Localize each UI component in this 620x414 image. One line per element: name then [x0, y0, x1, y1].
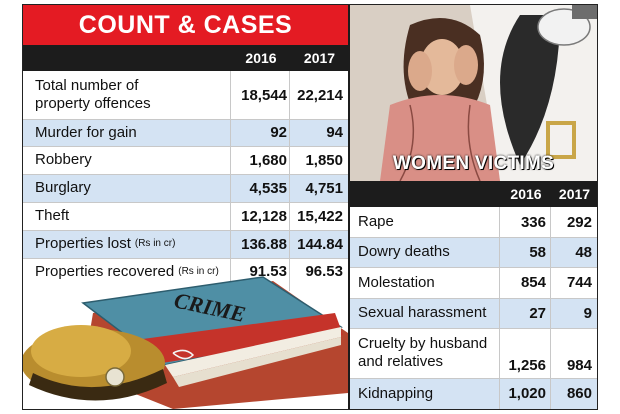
row-label: Robbery: [35, 146, 92, 174]
value-2016: 58: [500, 237, 546, 267]
value-2016: 1,256: [500, 328, 546, 378]
value-2016: 92: [231, 119, 287, 146]
sleeve-shape: [572, 5, 597, 19]
year-2016-header: 2016: [231, 50, 291, 66]
value-2016: 136.88: [231, 230, 287, 258]
row-divider: [23, 146, 348, 147]
row-divider: [23, 202, 348, 203]
table-row-kidnapping: Kidnapping 1,020 860: [350, 378, 597, 409]
row-divider: [23, 174, 348, 175]
row-label: Theft: [35, 202, 69, 230]
row-label-cont: and relatives: [358, 353, 443, 370]
value-2017: 144.84: [291, 230, 343, 258]
table-row-molestation: Molestation 854 744: [350, 267, 597, 298]
row-label: Properties lost: [35, 235, 131, 253]
column-divider: [230, 71, 231, 291]
value-2017: 292: [552, 207, 592, 237]
infographic-frame: COUNT & CASES 2016 2017 Total number of …: [22, 4, 598, 410]
unit-note: (Rs in cr): [135, 235, 176, 253]
table-row-sexual-harassment: Sexual harassment 27 9: [350, 298, 597, 328]
value-2016: 27: [500, 298, 546, 328]
value-2016: 4,535: [231, 174, 287, 202]
row-label-cont: property offences: [35, 95, 151, 112]
row-label: Murder for gain: [35, 119, 137, 146]
row-divider: [23, 258, 348, 259]
row-divider: [23, 119, 348, 120]
row-divider: [350, 328, 597, 329]
value-2016: 336: [500, 207, 546, 237]
woman-hand-shape: [454, 45, 478, 85]
table-row-theft: Theft 12,128 15,422: [23, 202, 348, 230]
year-2016-header: 2016: [500, 186, 552, 202]
row-label: Dowry deaths: [358, 237, 450, 267]
women-victims-panel: WOMEN VICTIMS 2016 2017 Rape 336 292 Dow…: [350, 5, 597, 409]
row-divider: [350, 378, 597, 379]
value-2016: 1,020: [500, 378, 546, 409]
women-victims-title: WOMEN VICTIMS: [350, 153, 597, 175]
row-label: Sexual harassment: [358, 298, 486, 328]
value-2017: 984: [552, 328, 592, 378]
row-label: Burglary: [35, 174, 91, 202]
count-cases-header: 2016 2017: [23, 45, 348, 71]
column-divider: [550, 207, 551, 409]
table-row-robbery: Robbery 1,680 1,850: [23, 146, 348, 174]
row-divider: [23, 230, 348, 231]
table-row-burglary: Burglary 4,535 4,751: [23, 174, 348, 202]
table-row-dowry-deaths: Dowry deaths 58 48: [350, 237, 597, 267]
table-row-rape: Rape 336 292: [350, 207, 597, 237]
table-row-property-offences: Total number of property offences 18,544…: [23, 71, 348, 119]
row-divider: [350, 298, 597, 299]
crime-file-illustration: CRIME: [23, 273, 348, 409]
row-label: Molestation: [358, 267, 435, 298]
value-2017: 860: [552, 378, 592, 409]
row-label: Cruelty by husband: [358, 335, 487, 352]
value-2017: 9: [552, 298, 592, 328]
value-2017: 22,214: [291, 71, 343, 119]
row-label: Rape: [358, 207, 394, 237]
row-label: Kidnapping: [358, 378, 433, 409]
value-2017: 15,422: [291, 202, 343, 230]
year-2017-header: 2017: [291, 50, 348, 66]
value-2016: 854: [500, 267, 546, 298]
value-2017: 4,751: [291, 174, 343, 202]
table-row-murder: Murder for gain 92 94: [23, 119, 348, 146]
value-2016: 1,680: [231, 146, 287, 174]
table-row-properties-lost: Properties lost (Rs in cr) 136.88 144.84: [23, 230, 348, 258]
value-2017: 1,850: [291, 146, 343, 174]
row-divider: [350, 267, 597, 268]
women-victims-header: 2016 2017: [350, 181, 597, 207]
value-2017: 744: [552, 267, 592, 298]
value-2016: 12,128: [231, 202, 287, 230]
cap-badge-shape: [106, 368, 124, 386]
row-label: Total number of: [35, 77, 138, 94]
value-2016: 18,544: [231, 71, 287, 119]
column-divider: [499, 207, 500, 409]
woman-hand-shape: [408, 51, 432, 91]
column-divider: [289, 71, 290, 291]
value-2017: 94: [291, 119, 343, 146]
value-2017: 48: [552, 237, 592, 267]
table-row-cruelty: Cruelty by husband and relatives 1,256 9…: [350, 328, 597, 378]
count-cases-panel: COUNT & CASES 2016 2017 Total number of …: [23, 5, 348, 409]
count-cases-title: COUNT & CASES: [23, 5, 348, 45]
row-divider: [350, 237, 597, 238]
year-2017-header: 2017: [552, 186, 597, 202]
